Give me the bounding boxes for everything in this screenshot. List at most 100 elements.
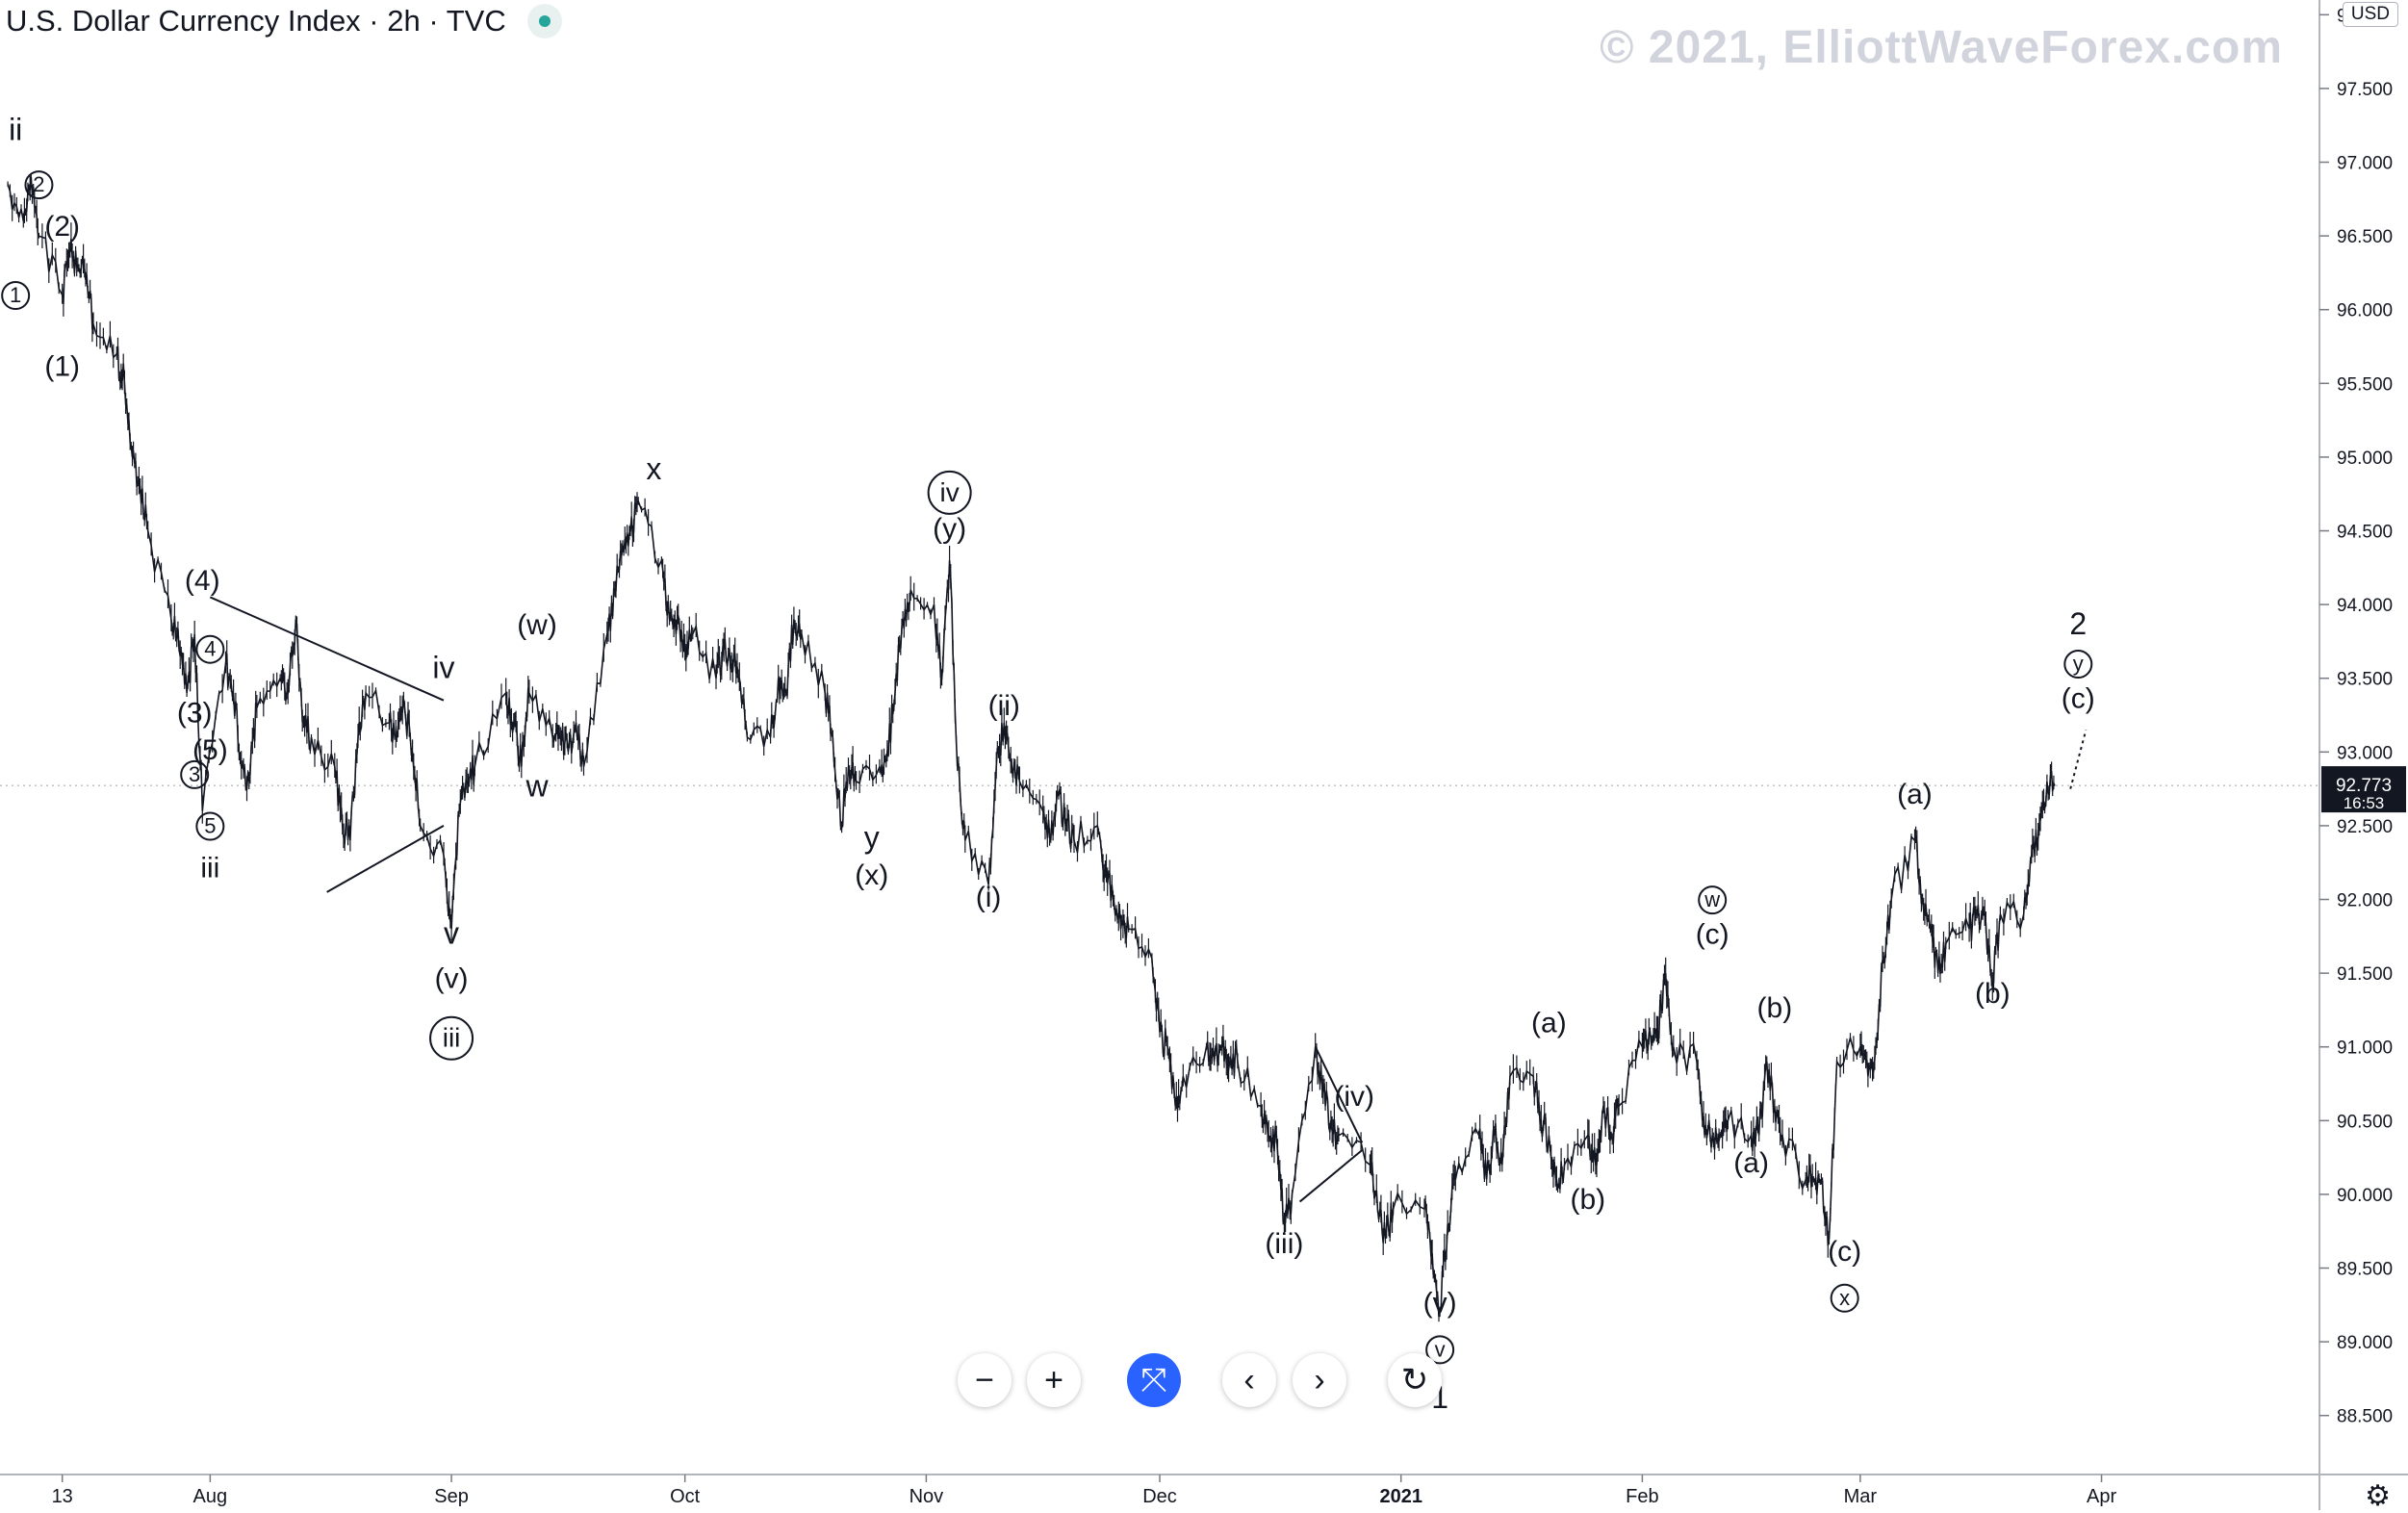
wave-circle-marker: [2063, 650, 2093, 680]
y-tick-label: 90.000: [2337, 1186, 2393, 1206]
y-tick-label: 95.000: [2337, 449, 2393, 469]
x-tick-label: Oct: [670, 1486, 701, 1507]
wave-circle-marker: [195, 811, 225, 841]
y-tick-label: 90.500: [2337, 1112, 2393, 1132]
watermark: © 2021, ElliottWaveForex.com: [1600, 22, 2283, 73]
y-tick-label: 93.000: [2337, 743, 2393, 763]
wave-circle-marker: [927, 470, 972, 515]
wave-label: x: [646, 451, 661, 486]
price-tag-box: [2321, 766, 2406, 813]
y-tick-label: 89.000: [2337, 1333, 2393, 1353]
wave-label: (i): [976, 882, 1002, 913]
trendline: [209, 596, 445, 702]
wave-label: iv: [940, 477, 960, 507]
wave-label: (x): [855, 859, 888, 891]
y-tick-label: 97.500: [2337, 80, 2393, 100]
y-tick-label: 91.500: [2337, 964, 2393, 985]
y-tick-label: 95.500: [2337, 374, 2393, 395]
wave-circle-marker: [1698, 885, 1728, 915]
x-tick-label: Nov: [909, 1486, 944, 1507]
wave-label: (y): [933, 513, 966, 545]
wave-circle-marker: [24, 170, 54, 200]
wave-label: iii: [443, 1023, 461, 1053]
scroll-left-button[interactable]: ‹: [1222, 1353, 1276, 1407]
wave-label: v: [1435, 1337, 1446, 1361]
trendline: [1298, 1149, 1363, 1203]
wave-label: (b): [1570, 1184, 1605, 1216]
wave-label: (a): [1531, 1007, 1567, 1039]
wave-label: (c): [2062, 682, 2095, 714]
x-tick-label: 13: [52, 1486, 73, 1507]
wave-label: iii: [200, 853, 219, 885]
wave-label: w: [1704, 887, 1720, 911]
x-tick-label: Dec: [1142, 1486, 1177, 1507]
x-tick-label: 2021: [1379, 1486, 1422, 1507]
refresh-button[interactable]: ↻: [1388, 1353, 1442, 1407]
wave-label: y: [864, 820, 880, 855]
projection-line: [2069, 730, 2088, 789]
trendline-layer: [209, 596, 2088, 1203]
price-line: [7, 176, 2056, 1318]
y-tick-label: 93.500: [2337, 670, 2393, 690]
wave-label: (w): [517, 609, 557, 641]
y-tick-label: 94.000: [2337, 596, 2393, 616]
zoom-in-button[interactable]: +: [1027, 1353, 1081, 1407]
x-tick-label: Aug: [193, 1486, 228, 1507]
wave-label: w: [525, 768, 549, 803]
wave-label: (v): [1423, 1287, 1457, 1319]
wave-label: (c): [1696, 918, 1729, 950]
price-tag-value: 92.773: [2336, 776, 2392, 796]
wave-label: 5: [204, 814, 216, 838]
y-tick-label: 89.500: [2337, 1260, 2393, 1280]
wave-label: (c): [1828, 1236, 1861, 1268]
wave-label-layer: ii2(2)1(1)(4)4(3)(5)35iiiiv(w)wv(v)iiixi…: [1, 113, 2095, 1415]
wave-label: ii: [9, 113, 22, 147]
zoom-out-button[interactable]: −: [958, 1353, 1012, 1407]
chart-nav-toolbar: − + ⤧ ‹ › ↻: [958, 1353, 1497, 1411]
y-tick-label: 92.000: [2337, 891, 2393, 911]
price-tag-countdown: 16:53: [2344, 794, 2385, 812]
y-tick-label: 97.000: [2337, 154, 2393, 174]
wave-label: v: [444, 915, 459, 950]
y-tick-label: 91.000: [2337, 1039, 2393, 1059]
wave-label: (b): [1975, 978, 2011, 1010]
scroll-right-button[interactable]: ›: [1293, 1353, 1346, 1407]
time-axis[interactable]: 13 Aug Sep Oct Nov Dec 2021 Feb Mar Apr: [0, 1474, 2408, 1507]
x-tick-label: Mar: [1844, 1486, 1878, 1507]
wave-label: (b): [1757, 992, 1793, 1024]
chart-header: U.S. Dollar Currency Index · 2h · TVC: [6, 2, 562, 40]
y-tick-label: 92.500: [2337, 817, 2393, 837]
wave-label: x: [1839, 1286, 1850, 1310]
gear-icon[interactable]: ⚙: [2365, 1480, 2391, 1512]
wave-circle-marker: [195, 634, 225, 664]
y-tick-label: 96.000: [2337, 301, 2393, 321]
wave-label: iv: [432, 651, 454, 685]
wave-label: (iv): [1334, 1081, 1374, 1113]
x-tick-label: Apr: [2087, 1486, 2116, 1507]
y-tick-label: 96.500: [2337, 227, 2393, 247]
wave-label: 3: [189, 762, 200, 786]
wave-label: 2: [2069, 606, 2087, 641]
trendline: [326, 825, 445, 893]
reset-zoom-button[interactable]: ⤧: [1127, 1353, 1181, 1407]
y-tick-label: 88.500: [2337, 1407, 2393, 1427]
wave-label: (4): [185, 565, 220, 597]
wave-label: 4: [204, 637, 216, 661]
wave-label: 1: [10, 283, 21, 307]
wave-label: 2: [33, 172, 44, 196]
wave-circle-marker: [1425, 1335, 1455, 1365]
currency-label[interactable]: USD: [2342, 2, 2398, 27]
wave-label: (v): [435, 962, 469, 994]
wave-circle-marker: [1, 281, 31, 311]
wave-label: (ii): [988, 690, 1020, 722]
price-series-layer: [7, 173, 2056, 1322]
wave-label: (1): [44, 351, 80, 383]
symbol-title[interactable]: U.S. Dollar Currency Index · 2h · TVC: [6, 4, 506, 38]
wave-label: y: [2073, 652, 2084, 676]
wave-circle-marker: [1830, 1283, 1859, 1313]
wave-label: (2): [44, 211, 80, 243]
wave-label: (a): [1733, 1147, 1769, 1179]
wave-label: (3): [177, 698, 213, 730]
